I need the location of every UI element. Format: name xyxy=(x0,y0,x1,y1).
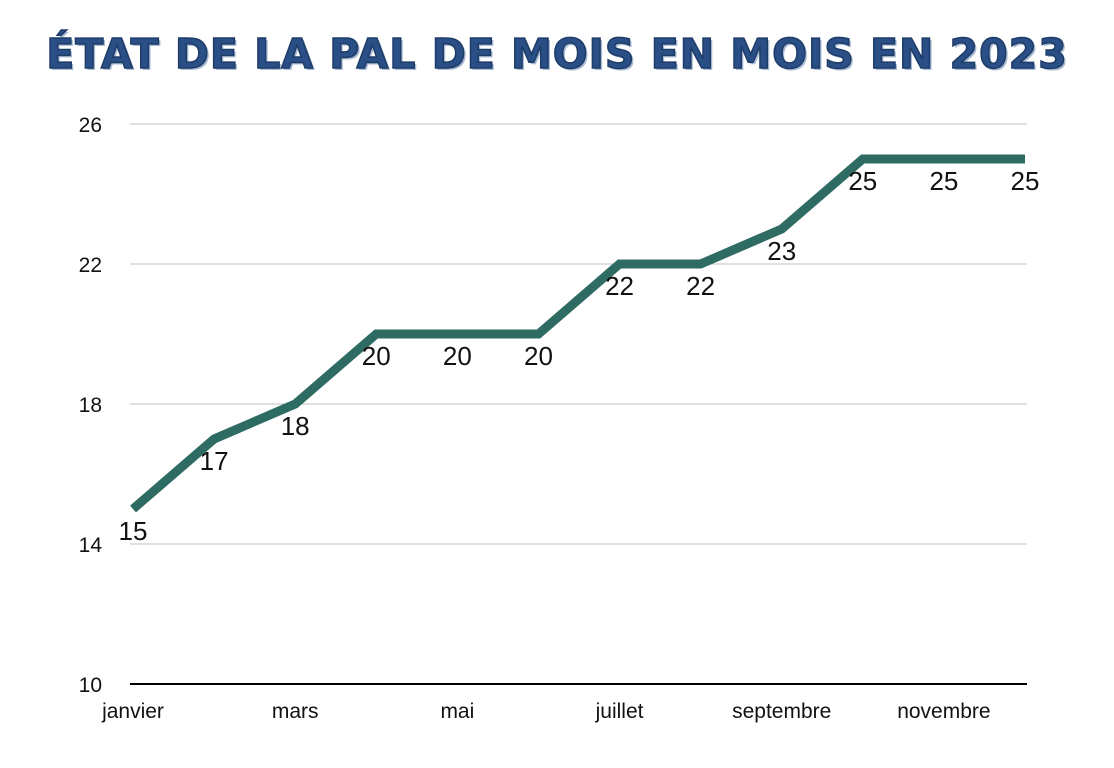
data-label-mars: 18 xyxy=(281,411,310,441)
y-tick-label-14: 14 xyxy=(79,534,103,557)
grid-lines xyxy=(130,123,1027,545)
series xyxy=(130,154,1026,513)
y-tick-label-22: 22 xyxy=(79,254,102,277)
x-tick-label-juillet: juillet xyxy=(595,700,644,723)
data-label-juillet: 22 xyxy=(605,271,634,301)
y-tick-label-18: 18 xyxy=(79,394,102,417)
data-label-décembre: 25 xyxy=(1011,166,1040,196)
y-tick-label-26: 26 xyxy=(79,114,102,137)
y-tick-label-10: 10 xyxy=(79,674,102,697)
data-label-février: 17 xyxy=(200,446,229,476)
series-line xyxy=(130,154,1025,513)
data-labels: 15 17 18 20 20 20 22 22 23 25 25 25 xyxy=(119,166,1040,546)
data-label-avril: 20 xyxy=(362,341,391,371)
data-label-octobre: 25 xyxy=(848,166,877,196)
x-tick-label-mars: mars xyxy=(272,700,319,723)
data-label-novembre: 25 xyxy=(929,166,958,196)
data-label-mai: 20 xyxy=(443,341,472,371)
data-label-janvier: 15 xyxy=(119,516,148,546)
data-label-août: 22 xyxy=(686,271,715,301)
data-label-juin: 20 xyxy=(524,341,553,371)
x-tick-label-septembre: septembre xyxy=(732,700,831,723)
x-tick-label-novembre: novembre xyxy=(897,700,990,723)
x-tick-label-janvier: janvier xyxy=(101,700,164,723)
data-label-septembre: 23 xyxy=(767,236,796,266)
y-axis-ticks: 10 14 18 22 26 xyxy=(79,114,103,697)
chart-title: ÉTAT DE LA PAL DE MOIS EN MOIS EN 2023 xyxy=(46,29,1068,79)
x-axis-ticks: janvier mars mai juillet septembre novembre xyxy=(101,700,991,723)
x-tick-label-mai: mai xyxy=(440,700,474,723)
